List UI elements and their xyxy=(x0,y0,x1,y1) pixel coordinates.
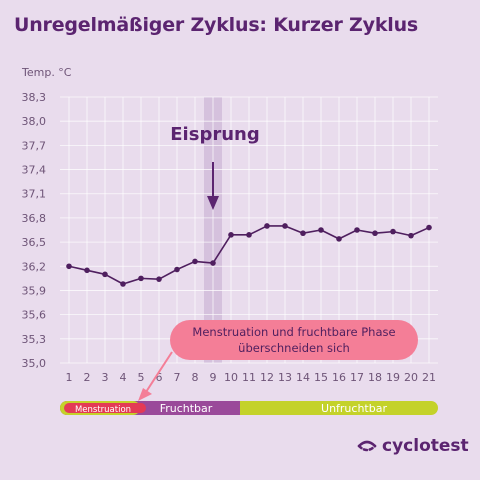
x-tick-label: 13 xyxy=(278,371,292,384)
phase-label-menstruation: Menstruation xyxy=(75,405,131,415)
brand-name: cyclotest xyxy=(382,436,469,456)
phase-label-unfruchtbar: Unfruchtbar xyxy=(321,402,387,415)
temperature-point xyxy=(264,223,270,229)
y-tick-label: 37,1 xyxy=(22,188,47,201)
temperature-point xyxy=(210,260,216,266)
x-tick-label: 7 xyxy=(174,371,181,384)
temperature-point xyxy=(300,230,306,237)
x-tick-label: 5 xyxy=(138,371,145,384)
chart-title: Unregelmäßiger Zyklus: Kurzer Zyklus xyxy=(14,14,418,36)
x-tick-label: 3 xyxy=(102,371,109,384)
y-tick-label: 35,9 xyxy=(22,284,47,297)
x-tick-label: 20 xyxy=(404,371,418,384)
y-tick-label: 36,5 xyxy=(22,236,47,249)
x-tick-label: 6 xyxy=(156,371,163,384)
phase-bar-menstruation xyxy=(64,403,146,413)
brand-logo: cyclotest xyxy=(356,436,469,456)
overlap-callout xyxy=(170,320,418,360)
x-tick-label: 18 xyxy=(368,371,382,384)
temperature-point xyxy=(120,281,126,287)
y-tick-label: 35,3 xyxy=(22,333,47,346)
temperature-point xyxy=(156,276,162,282)
x-tick-label: 21 xyxy=(422,371,436,384)
x-tick-label: 1 xyxy=(66,371,73,384)
temperature-point xyxy=(354,227,360,233)
overlap-callout-line1: Menstruation und fruchtbare Phase xyxy=(192,325,395,339)
y-tick-label: 37,4 xyxy=(22,164,47,177)
y-tick-label: 35,6 xyxy=(22,309,47,322)
y-tick-label: 37,7 xyxy=(22,139,47,152)
callout-pointer-line xyxy=(145,351,173,393)
ovulation-arrow-head xyxy=(207,196,219,210)
x-tick-label: 11 xyxy=(242,371,256,384)
temperature-point xyxy=(282,223,288,229)
phase-bar-fruchtbar-end xyxy=(160,401,240,415)
x-tick-label: 14 xyxy=(296,371,310,384)
x-tick-label: 16 xyxy=(332,371,346,384)
temperature-point xyxy=(426,224,432,231)
temperature-point xyxy=(66,263,72,270)
x-tick-label: 15 xyxy=(314,371,328,384)
y-tick-label: 38,3 xyxy=(22,91,47,104)
x-tick-label: 8 xyxy=(192,371,199,384)
x-tick-label: 12 xyxy=(260,371,274,384)
temperature-point xyxy=(372,230,378,237)
x-tick-label: 17 xyxy=(350,371,364,384)
y-tick-label: 36,8 xyxy=(22,212,47,225)
y-tick-label: 36,2 xyxy=(22,260,47,273)
temperature-point xyxy=(228,232,234,238)
temperature-point xyxy=(102,271,108,278)
x-tick-label: 9 xyxy=(210,371,217,384)
x-tick-label: 4 xyxy=(120,371,127,384)
temperature-point xyxy=(192,258,198,265)
x-tick-label: 2 xyxy=(84,371,91,384)
temperature-point xyxy=(174,266,180,273)
temperature-point xyxy=(318,227,324,233)
x-tick-label: 10 xyxy=(224,371,238,384)
phase-label-fruchtbar: Fruchtbar xyxy=(160,402,213,415)
temperature-point xyxy=(84,267,90,274)
temperature-point xyxy=(336,236,342,242)
temperature-point xyxy=(390,228,396,235)
y-axis-unit-label: Temp. °C xyxy=(22,66,72,79)
ovulation-label: Eisprung xyxy=(170,124,259,145)
callout-pointer-head xyxy=(138,388,152,401)
temperature-point xyxy=(246,232,252,238)
x-tick-label: 19 xyxy=(386,371,400,384)
y-tick-label: 38,0 xyxy=(22,115,47,128)
brand-mark-icon xyxy=(357,440,377,452)
temperature-point xyxy=(408,232,414,239)
overlap-callout-line2: überschneiden sich xyxy=(238,341,350,355)
temperature-point xyxy=(138,275,144,282)
y-tick-label: 35,0 xyxy=(22,357,47,370)
